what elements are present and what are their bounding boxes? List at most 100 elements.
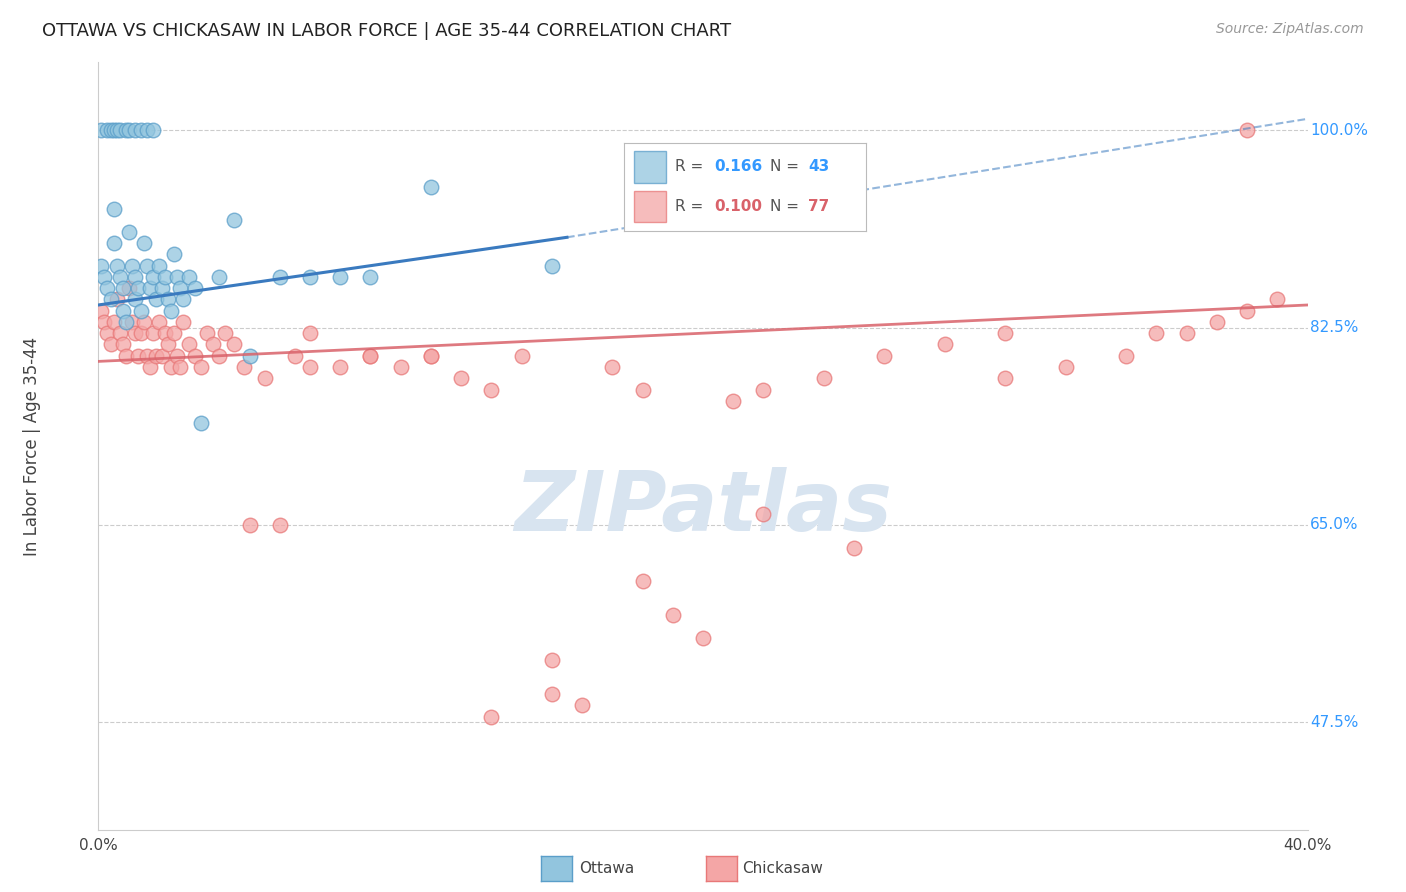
Point xyxy=(100,337,122,351)
Point xyxy=(1267,293,1289,307)
Point xyxy=(135,123,157,137)
Point xyxy=(139,281,162,295)
Point xyxy=(540,687,562,701)
Point xyxy=(90,303,112,318)
Point xyxy=(145,293,167,307)
Point xyxy=(124,326,146,341)
Point xyxy=(389,359,412,374)
Point xyxy=(163,247,186,261)
Point xyxy=(202,337,225,351)
Point xyxy=(844,541,866,555)
Point xyxy=(723,393,745,408)
Text: 65.0%: 65.0% xyxy=(1310,517,1358,533)
Point xyxy=(631,574,654,589)
Point xyxy=(481,710,503,724)
Point xyxy=(184,349,207,363)
Point xyxy=(163,326,186,341)
Point xyxy=(239,518,262,533)
Point xyxy=(571,698,593,713)
Point xyxy=(360,349,382,363)
Point xyxy=(156,293,179,307)
Point xyxy=(214,326,236,341)
Point xyxy=(100,293,122,307)
Point xyxy=(129,123,152,137)
Point xyxy=(269,269,291,284)
Point xyxy=(1236,303,1258,318)
Point xyxy=(224,337,246,351)
Point xyxy=(103,315,125,329)
Point xyxy=(153,326,176,341)
Point xyxy=(299,359,322,374)
Point xyxy=(661,608,683,623)
Point xyxy=(105,259,128,273)
Point xyxy=(481,383,503,397)
Point xyxy=(93,269,115,284)
Point xyxy=(873,349,896,363)
Point xyxy=(103,123,125,137)
Point xyxy=(148,259,170,273)
Point xyxy=(1054,359,1077,374)
Point xyxy=(142,123,165,137)
Point xyxy=(752,507,775,521)
Point xyxy=(93,315,115,329)
Point xyxy=(1175,326,1198,341)
Point xyxy=(239,349,262,363)
Point xyxy=(1115,349,1137,363)
Text: 100.0%: 100.0% xyxy=(1310,122,1368,137)
Point xyxy=(284,349,307,363)
Point xyxy=(100,123,122,137)
Text: ZIPatlas: ZIPatlas xyxy=(515,467,891,548)
Point xyxy=(190,417,212,431)
Point xyxy=(127,349,149,363)
Point xyxy=(184,281,207,295)
Point xyxy=(208,349,231,363)
Text: In Labor Force | Age 35-44: In Labor Force | Age 35-44 xyxy=(22,336,41,556)
Point xyxy=(692,631,714,645)
Point xyxy=(135,259,157,273)
Point xyxy=(132,315,155,329)
Point xyxy=(111,303,134,318)
Point xyxy=(420,179,443,194)
Point xyxy=(90,123,112,137)
Point xyxy=(1144,326,1167,341)
Point xyxy=(105,123,128,137)
Point xyxy=(169,359,191,374)
Point xyxy=(179,337,201,351)
Point xyxy=(540,653,562,667)
Point xyxy=(752,383,775,397)
Point xyxy=(190,359,212,374)
Point xyxy=(90,259,112,273)
Point xyxy=(139,359,162,374)
Point xyxy=(96,281,118,295)
Point xyxy=(121,259,143,273)
Point xyxy=(420,349,443,363)
Text: 82.5%: 82.5% xyxy=(1310,320,1358,335)
Point xyxy=(360,269,382,284)
Point xyxy=(121,315,143,329)
Point xyxy=(142,326,165,341)
Text: Source: ZipAtlas.com: Source: ZipAtlas.com xyxy=(1216,22,1364,37)
Point xyxy=(166,349,188,363)
Point xyxy=(103,235,125,250)
Point xyxy=(145,349,167,363)
Point xyxy=(169,281,191,295)
Point xyxy=(253,371,276,385)
Point xyxy=(156,337,179,351)
Text: Chickasaw: Chickasaw xyxy=(742,862,824,876)
Text: 47.5%: 47.5% xyxy=(1310,714,1358,730)
Point xyxy=(172,293,194,307)
Point xyxy=(510,349,533,363)
Point xyxy=(108,326,131,341)
Point xyxy=(111,281,134,295)
Point xyxy=(96,326,118,341)
Point xyxy=(172,315,194,329)
Point xyxy=(420,349,443,363)
Point xyxy=(114,123,136,137)
Point xyxy=(129,303,152,318)
Point xyxy=(150,281,173,295)
Point xyxy=(934,337,956,351)
Point xyxy=(132,235,155,250)
Point xyxy=(153,269,176,284)
Point xyxy=(114,315,136,329)
Point xyxy=(103,202,125,216)
